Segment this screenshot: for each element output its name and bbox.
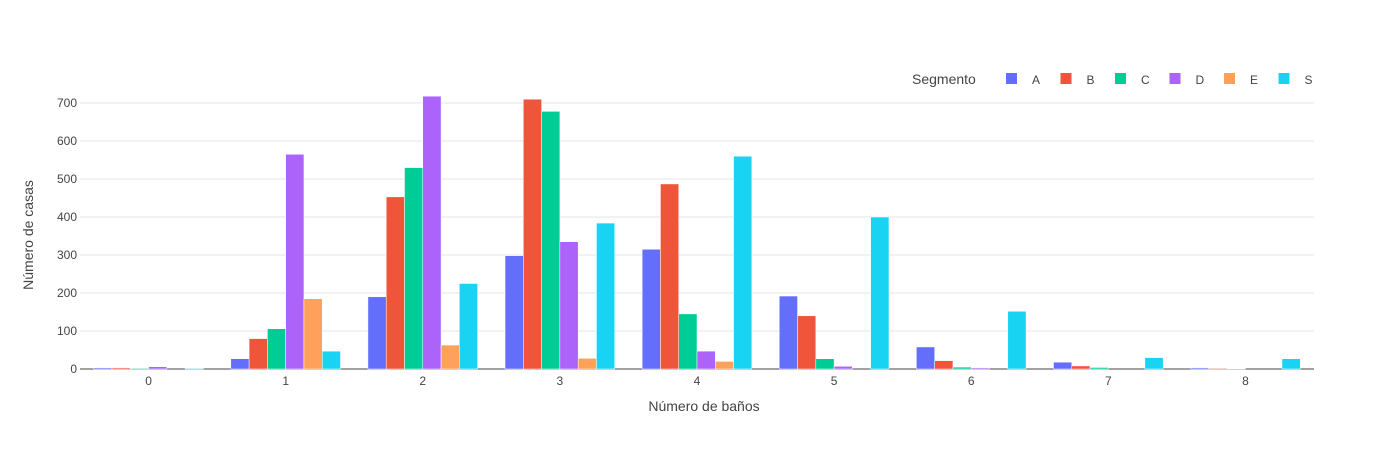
bar-D-0[interactable] xyxy=(148,366,168,370)
x-tick-label: 8 xyxy=(1242,374,1249,388)
legend-item-E[interactable]: E xyxy=(1250,73,1258,87)
bar-D-5[interactable] xyxy=(833,366,853,370)
y-axis-ticks: 0 100 200 300 400 500 600 700 xyxy=(57,96,77,376)
bar-A-3[interactable] xyxy=(504,255,524,370)
bar-B-3[interactable] xyxy=(523,98,542,370)
bar-C-5[interactable] xyxy=(815,358,835,370)
x-tick-label: 7 xyxy=(1105,374,1112,388)
x-tick-label: 0 xyxy=(145,374,152,388)
bar-E-1[interactable] xyxy=(303,298,323,370)
legend-swatch-D xyxy=(1169,73,1181,84)
bar-D-6[interactable] xyxy=(970,367,990,370)
bar-B-2[interactable] xyxy=(385,196,405,370)
legend-swatch-C xyxy=(1115,73,1126,84)
x-tick-label: 3 xyxy=(557,374,564,388)
bar-A-7[interactable] xyxy=(1053,361,1073,370)
y-tick-label: 700 xyxy=(57,96,77,110)
x-tick-label: 4 xyxy=(694,374,701,388)
bar-C-1[interactable] xyxy=(267,328,286,370)
legend-item-S[interactable]: S xyxy=(1305,73,1313,87)
legend[interactable]: Segmento A B C D E S xyxy=(912,71,1313,87)
x-tick-label: 5 xyxy=(831,374,838,388)
x-tick-label: 6 xyxy=(968,374,975,388)
bar-C-6[interactable] xyxy=(952,366,972,370)
y-tick-label: 300 xyxy=(57,248,77,262)
y-tick-label: 200 xyxy=(57,286,77,300)
legend-swatch-S xyxy=(1278,73,1290,84)
bar-B-1[interactable] xyxy=(248,338,268,370)
legend-swatch-B xyxy=(1060,73,1072,84)
bar-B-4[interactable] xyxy=(660,183,679,370)
x-tick-label: 2 xyxy=(419,374,426,388)
bar-S-6[interactable] xyxy=(1007,310,1027,370)
y-tick-label: 500 xyxy=(57,172,77,186)
y-axis-title: Número de casas xyxy=(20,180,36,290)
y-tick-label: 600 xyxy=(57,134,77,148)
legend-item-B[interactable]: B xyxy=(1087,73,1095,87)
y-tick-label: 400 xyxy=(57,210,77,224)
bar-C-2[interactable] xyxy=(404,167,424,370)
y-tick-label: 100 xyxy=(57,324,77,338)
bar-A-5[interactable] xyxy=(779,295,798,370)
bar-C-4[interactable] xyxy=(678,313,698,370)
bar-A-8[interactable] xyxy=(1190,367,1210,370)
bar-E-2[interactable] xyxy=(440,344,460,370)
bar-E-3[interactable] xyxy=(577,358,597,370)
bar-S-1[interactable] xyxy=(321,350,341,370)
bar-B-7[interactable] xyxy=(1071,365,1091,370)
bar-S-2[interactable] xyxy=(459,283,478,370)
bar-D-2[interactable] xyxy=(422,95,442,370)
bar-S-0[interactable] xyxy=(184,367,204,370)
bar-C-0[interactable] xyxy=(130,367,149,370)
bar-B-0[interactable] xyxy=(111,367,131,370)
bar-D-1[interactable] xyxy=(285,154,305,370)
y-tick-label: 0 xyxy=(70,362,77,376)
legend-item-D[interactable]: D xyxy=(1196,73,1205,87)
legend-item-C[interactable]: C xyxy=(1141,73,1150,87)
bar-C-7[interactable] xyxy=(1089,367,1109,370)
bar-B-6[interactable] xyxy=(934,360,954,370)
x-tick-label: 1 xyxy=(282,374,289,388)
bar-C-3[interactable] xyxy=(541,111,561,370)
bar-A-0[interactable] xyxy=(93,367,113,370)
legend-swatch-A xyxy=(1006,73,1017,84)
bar-A-4[interactable] xyxy=(641,249,661,370)
x-axis-ticks: 0 1 2 3 4 5 6 7 8 xyxy=(145,374,1249,388)
bar-A-2[interactable] xyxy=(367,296,387,370)
legend-item-A[interactable]: A xyxy=(1032,73,1040,87)
bar-E-4[interactable] xyxy=(715,361,734,370)
bars xyxy=(93,95,1301,370)
bar-S-8[interactable] xyxy=(1281,358,1301,370)
bar-B-5[interactable] xyxy=(797,315,817,370)
bar-A-6[interactable] xyxy=(916,346,935,370)
legend-swatch-E xyxy=(1224,73,1235,84)
x-axis-title: Número de baños xyxy=(648,398,759,414)
bar-S-4[interactable] xyxy=(733,155,753,370)
bar-D-3[interactable] xyxy=(559,241,579,370)
bar-S-3[interactable] xyxy=(596,222,615,370)
bar-S-5[interactable] xyxy=(870,216,890,370)
bar-A-1[interactable] xyxy=(230,358,250,370)
bar-B-8[interactable] xyxy=(1208,367,1228,370)
legend-title: Segmento xyxy=(912,71,976,87)
bar-D-4[interactable] xyxy=(696,350,716,370)
bar-S-7[interactable] xyxy=(1144,357,1164,370)
